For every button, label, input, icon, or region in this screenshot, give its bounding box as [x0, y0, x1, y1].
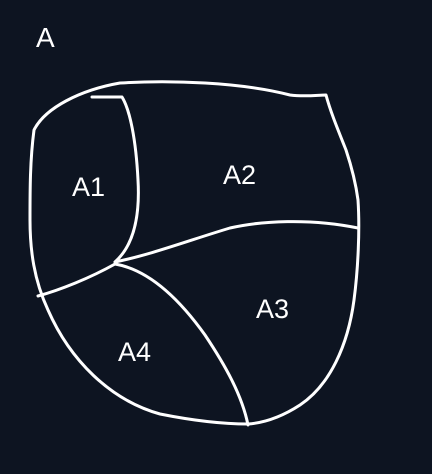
divider-a1-a4 — [36, 262, 117, 298]
divider-a1-a2 — [90, 95, 140, 264]
divider-a3-a4 — [113, 262, 250, 427]
region-label-a4: A4 — [118, 337, 151, 367]
diagram-title: A — [36, 22, 55, 53]
region-label-a2: A2 — [223, 160, 256, 190]
outer-boundary — [28, 80, 361, 426]
divider-a2-a3 — [113, 220, 360, 264]
region-label-a3: A3 — [256, 294, 289, 324]
region-label-a1: A1 — [72, 172, 105, 202]
